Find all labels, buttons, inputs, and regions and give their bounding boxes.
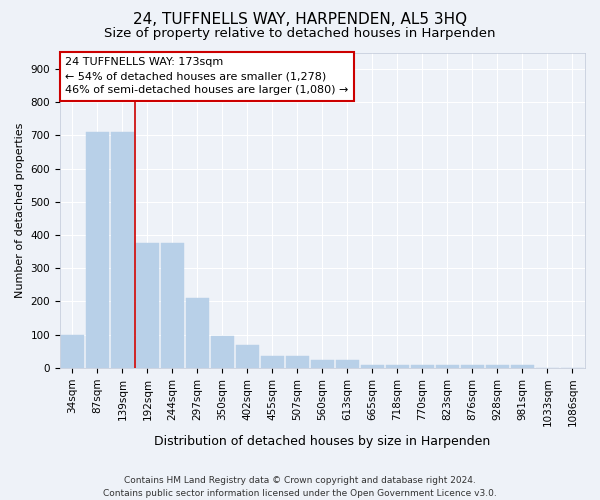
Bar xyxy=(511,365,535,368)
Bar xyxy=(236,344,259,368)
Bar xyxy=(436,364,460,368)
Bar xyxy=(286,356,310,368)
Bar xyxy=(461,364,484,368)
Bar xyxy=(136,244,159,368)
Bar xyxy=(410,364,434,368)
Text: Contains HM Land Registry data © Crown copyright and database right 2024.
Contai: Contains HM Land Registry data © Crown c… xyxy=(103,476,497,498)
Bar xyxy=(110,132,134,368)
Bar xyxy=(61,334,84,368)
Bar xyxy=(86,132,109,368)
Bar xyxy=(260,356,284,368)
Y-axis label: Number of detached properties: Number of detached properties xyxy=(15,122,25,298)
Text: 24 TUFFNELLS WAY: 173sqm
← 54% of detached houses are smaller (1,278)
46% of sem: 24 TUFFNELLS WAY: 173sqm ← 54% of detach… xyxy=(65,57,349,95)
Bar xyxy=(335,360,359,368)
X-axis label: Distribution of detached houses by size in Harpenden: Distribution of detached houses by size … xyxy=(154,434,491,448)
Bar xyxy=(361,364,385,368)
Bar xyxy=(211,336,235,368)
Text: Size of property relative to detached houses in Harpenden: Size of property relative to detached ho… xyxy=(104,28,496,40)
Bar xyxy=(185,298,209,368)
Bar xyxy=(386,364,409,368)
Bar xyxy=(311,360,334,368)
Bar xyxy=(485,364,509,368)
Bar xyxy=(161,244,184,368)
Text: 24, TUFFNELLS WAY, HARPENDEN, AL5 3HQ: 24, TUFFNELLS WAY, HARPENDEN, AL5 3HQ xyxy=(133,12,467,28)
